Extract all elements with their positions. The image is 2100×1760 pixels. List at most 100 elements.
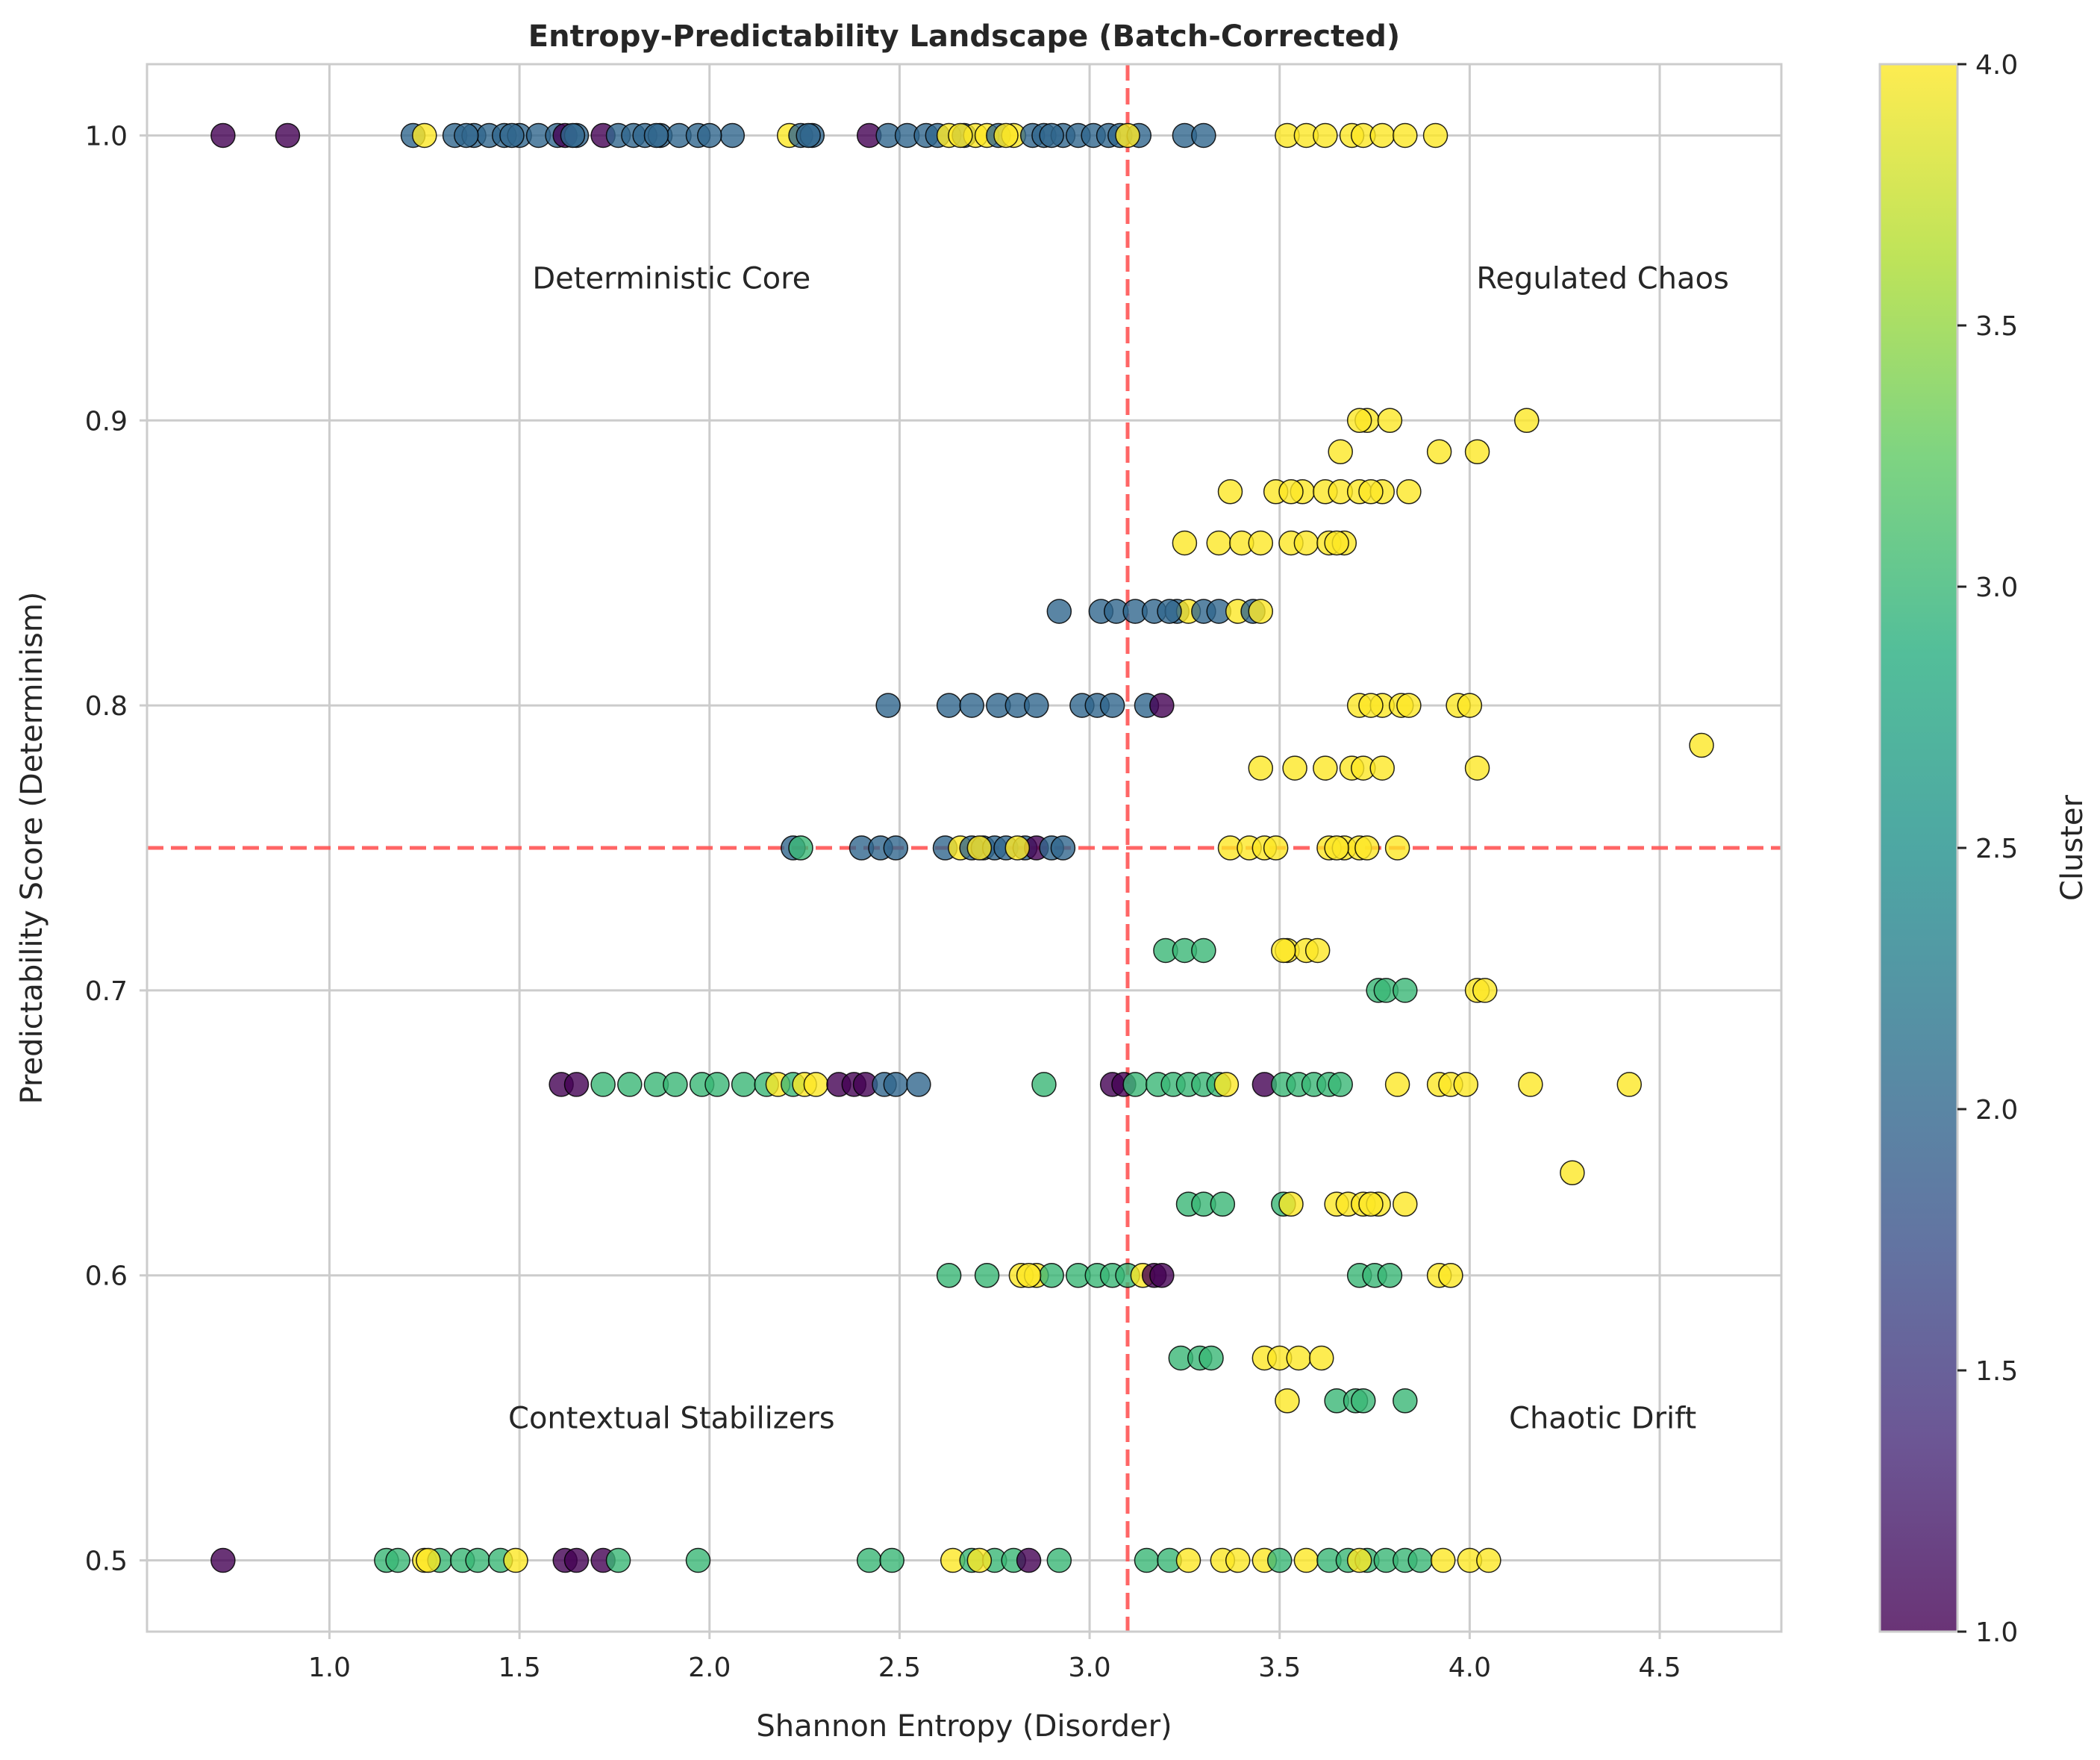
data-point [412, 122, 437, 149]
data-point [1328, 439, 1353, 465]
data-point [1472, 978, 1498, 1003]
data-point [1518, 1072, 1543, 1097]
y-tick-label: 0.8 [85, 691, 128, 722]
data-point [1514, 408, 1540, 434]
data-point [685, 1547, 711, 1573]
data-point [731, 1072, 757, 1097]
data-point [454, 122, 479, 149]
data-point [590, 1072, 616, 1097]
y-tick-label: 0.5 [85, 1547, 128, 1577]
data-point [856, 1547, 882, 1573]
data-point [1278, 478, 1304, 505]
data-point [1172, 530, 1198, 556]
data-point [959, 693, 984, 718]
data-point [1024, 693, 1049, 718]
data-point [1354, 835, 1380, 861]
y-tick-label: 0.6 [85, 1261, 128, 1292]
data-point [1191, 122, 1216, 149]
data-point [788, 835, 813, 861]
colorbar [1878, 63, 1959, 1633]
data-point [1206, 530, 1231, 556]
data-point [1464, 755, 1490, 781]
region-label: Contextual Stabilizers [508, 1402, 835, 1436]
data-point [1293, 530, 1319, 556]
y-tick-label: 0.7 [85, 976, 128, 1007]
data-point [1046, 1547, 1072, 1573]
data-point [503, 1547, 528, 1573]
data-point [1149, 1262, 1175, 1288]
data-point [1426, 439, 1452, 465]
colorbar-tick-label: 3.0 [1975, 572, 2018, 603]
data-point [1275, 1388, 1300, 1414]
data-point [1217, 478, 1243, 505]
x-tick-label: 2.0 [688, 1653, 731, 1683]
x-tick-label: 2.5 [878, 1653, 921, 1683]
colorbar-title: Cluster [2055, 794, 2090, 901]
data-point [1464, 439, 1490, 465]
data-point [1039, 1262, 1064, 1288]
colorbar-tick-label: 1.0 [1975, 1617, 2018, 1648]
data-point [416, 1547, 441, 1573]
x-tick-label: 4.5 [1638, 1653, 1681, 1683]
colorbar-tick-label: 2.0 [1975, 1095, 2018, 1126]
data-point [617, 1072, 643, 1097]
data-point [563, 1547, 590, 1573]
x-axis-title: Shannon Entropy (Disorder) [756, 1709, 1172, 1744]
data-point [1324, 835, 1349, 861]
data-point [1115, 122, 1140, 149]
x-axis-ticks: 1.0 1.5 2.0 2.5 3.0 3.5 4.0 4.5 [308, 1632, 1681, 1683]
data-point [385, 1547, 410, 1573]
data-point [1039, 122, 1064, 149]
data-point [1346, 408, 1372, 434]
plot-frame [146, 63, 1783, 1633]
x-tick-label: 3.5 [1258, 1653, 1301, 1683]
data-point [643, 122, 669, 149]
data-point [1358, 693, 1384, 718]
data-point [563, 1072, 590, 1097]
y-axis-ticks: 0.5 0.6 0.7 0.8 0.9 1.0 [85, 121, 147, 1577]
data-point [906, 1072, 931, 1097]
data-point [1384, 1072, 1410, 1097]
data-point [1384, 835, 1410, 861]
data-point [1313, 755, 1338, 781]
region-label: Chaotic Drift [1509, 1402, 1696, 1436]
data-point [1313, 122, 1338, 149]
data-point [465, 1547, 490, 1573]
data-point [1616, 1072, 1643, 1097]
data-point [936, 693, 962, 718]
data-point [1248, 530, 1274, 556]
data-point [1377, 408, 1403, 434]
data-point [1393, 1388, 1418, 1414]
data-point [1430, 1547, 1456, 1573]
data-point [1422, 122, 1449, 149]
data-point [966, 1547, 993, 1573]
data-point [1016, 1262, 1042, 1288]
data-point [210, 1547, 236, 1573]
colorbar-tick-label: 1.5 [1975, 1356, 2018, 1387]
data-point [875, 693, 901, 718]
data-point [883, 1072, 909, 1097]
colorbar-tick-label: 4.0 [1975, 50, 2018, 81]
data-point [1328, 1072, 1353, 1097]
data-point [663, 1072, 688, 1097]
colorbar-tick-label: 2.5 [1975, 834, 2018, 864]
data-point [560, 122, 586, 149]
data-point [948, 122, 973, 149]
data-point [1393, 1191, 1418, 1217]
data-point [1560, 1160, 1585, 1186]
data-point [1346, 1547, 1372, 1573]
data-point [1457, 693, 1483, 718]
data-point [1358, 1191, 1384, 1217]
data-point [1396, 693, 1422, 718]
data-point [1324, 530, 1349, 556]
data-point [1050, 835, 1076, 861]
data-point [1099, 693, 1125, 718]
data-point [1210, 1191, 1236, 1217]
data-point [1393, 978, 1418, 1003]
data-points [210, 122, 1714, 1573]
data-point [1286, 1345, 1311, 1371]
data-point [803, 1072, 829, 1097]
data-point [1134, 1547, 1160, 1573]
x-tick-label: 1.0 [308, 1653, 351, 1683]
data-point [1396, 478, 1422, 505]
